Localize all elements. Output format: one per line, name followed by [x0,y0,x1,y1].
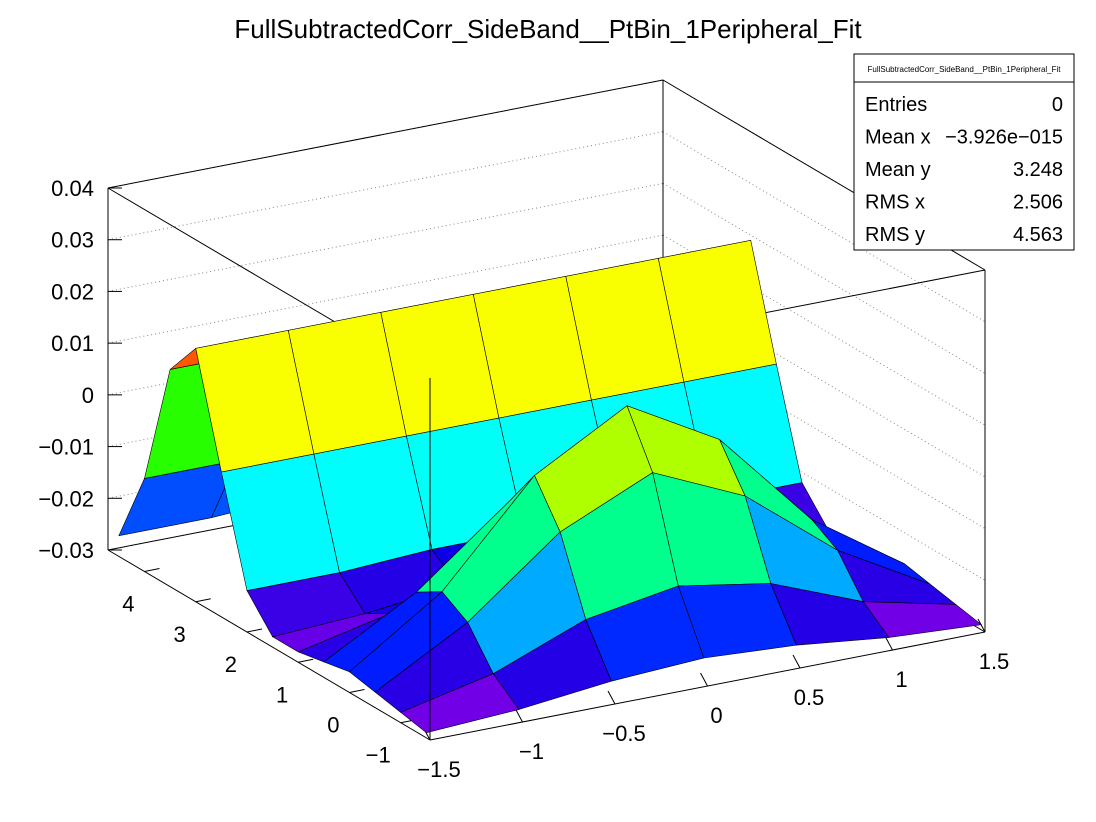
y-tick [246,628,263,633]
stats-label: RMS x [865,192,925,214]
z-tick-label: −0.02 [38,486,94,511]
y-tick [349,689,365,693]
x-tick-label: −0.5 [602,721,645,746]
stats-label: Mean x [865,127,931,149]
y-tick [298,658,314,663]
x-tick [607,690,616,705]
chart-title: FullSubtractedCorr_SideBand__PtBin_1Peri… [234,14,862,44]
stats-frame [853,53,1075,251]
x-tick [885,636,893,651]
stats-value: −3.926e−015 [945,127,1063,149]
z-tick-label: −0.03 [38,538,94,563]
x-tick-label: −1.5 [417,757,460,782]
x-tick-label: 1 [895,667,907,692]
y-tick-label: 2 [225,652,237,677]
x-tick-label: 0 [710,703,722,728]
y-tick [144,568,160,573]
stats-value: 4.563 [1013,224,1063,246]
x-tick [700,672,708,687]
stats-label: Entries [865,94,927,116]
stats-value: 0 [1052,94,1063,116]
x-tick [977,618,986,633]
y-tick-label: 0 [327,712,339,737]
x-tick-label: 1.5 [979,649,1010,674]
stats-label: Mean y [865,159,931,181]
z-tick-label: 0.03 [51,228,94,253]
stats-value: 3.248 [1013,159,1063,181]
stats-title: FullSubtractedCorr_SideBand__PtBin_1Peri… [868,65,1062,74]
stats-label: RMS y [865,224,925,246]
y-tick-label: 1 [276,682,288,707]
z-tick-label: 0.04 [51,176,94,201]
z-tick-label: 0.02 [51,279,94,304]
x-tick [792,654,801,669]
y-tick [195,598,211,603]
z-tick-label: 0.01 [51,331,94,356]
y-tick-label: 3 [173,622,185,647]
x-tick-label: −1 [519,739,544,764]
y-tick-label: 4 [122,592,134,617]
box-edge [107,549,431,741]
z-tick-label: −0.01 [38,435,94,460]
x-tick [515,708,523,723]
x-tick-label: 0.5 [794,685,825,710]
stats-value: 2.506 [1013,192,1063,214]
box-edge [107,79,664,189]
stats-box: FullSubtractedCorr_SideBand__PtBin_1Peri… [853,53,1075,251]
z-tick-label: 0 [82,383,94,408]
y-tick-label: −1 [366,743,391,768]
